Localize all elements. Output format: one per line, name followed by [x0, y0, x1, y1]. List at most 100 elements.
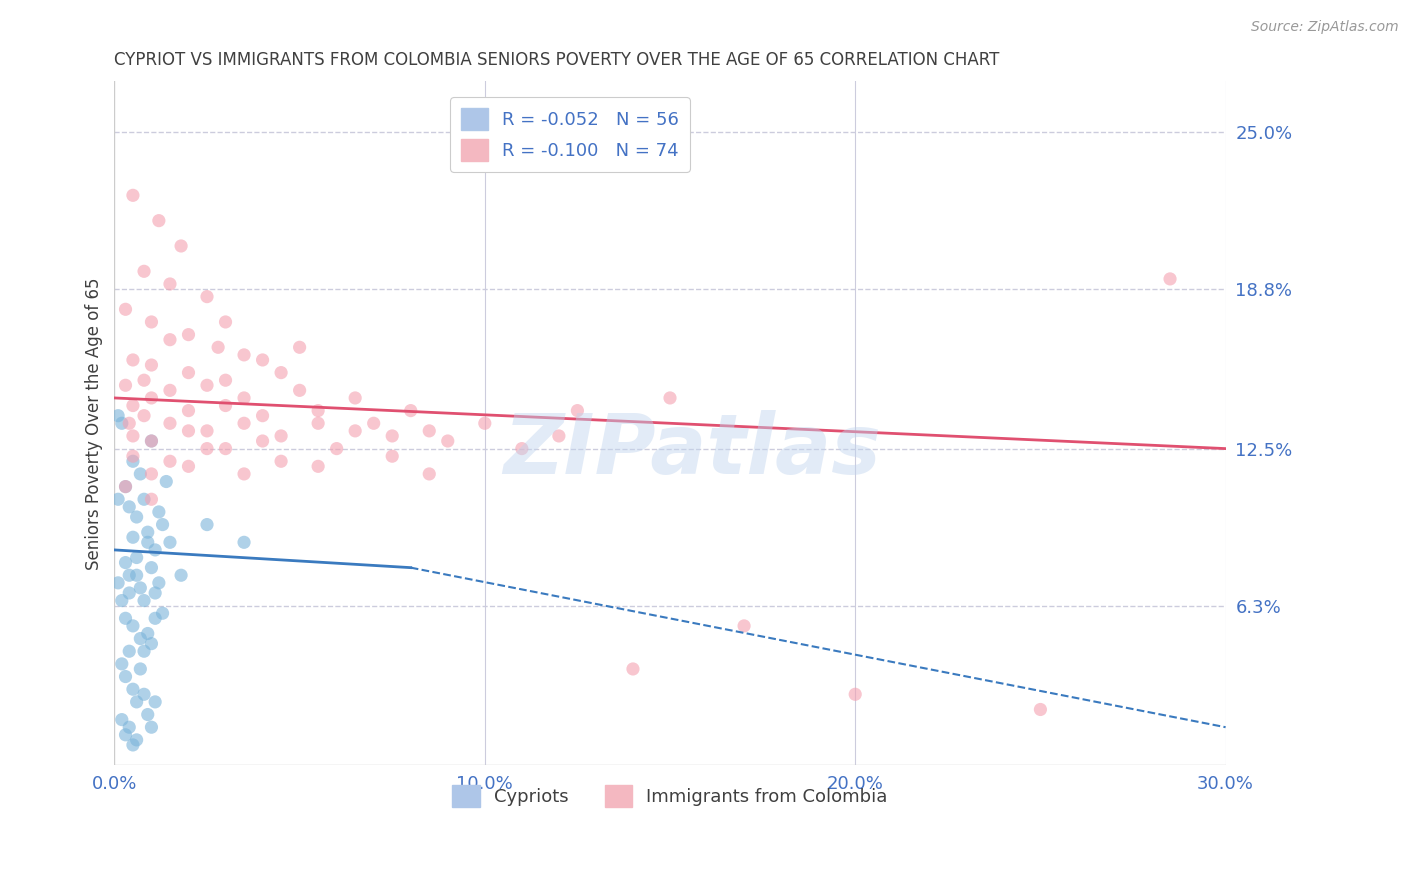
Point	[125, 568, 148, 582]
Point	[733, 619, 755, 633]
Point	[307, 417, 329, 431]
Point	[122, 454, 145, 468]
Text: ZIPatlas: ZIPatlas	[503, 410, 882, 491]
Point	[111, 713, 134, 727]
Point	[195, 424, 218, 438]
Point	[118, 500, 141, 514]
Point	[155, 475, 177, 489]
Point	[159, 417, 181, 431]
Point	[132, 687, 155, 701]
Point	[195, 290, 218, 304]
Point	[233, 467, 256, 481]
Point	[136, 707, 159, 722]
Point	[125, 695, 148, 709]
Point	[170, 568, 193, 582]
Point	[111, 657, 134, 671]
Text: Source: ZipAtlas.com: Source: ZipAtlas.com	[1251, 20, 1399, 34]
Point	[270, 366, 292, 380]
Point	[252, 353, 274, 368]
Point	[152, 517, 174, 532]
Point	[129, 632, 152, 646]
Point	[129, 467, 152, 481]
Point	[195, 378, 218, 392]
Point	[122, 353, 145, 368]
Point	[141, 434, 163, 448]
Point	[114, 480, 136, 494]
Point	[288, 340, 311, 354]
Point	[288, 384, 311, 398]
Point	[122, 429, 145, 443]
Point	[621, 662, 644, 676]
Point	[143, 586, 166, 600]
Point	[118, 586, 141, 600]
Point	[114, 378, 136, 392]
Point	[214, 399, 236, 413]
Point	[118, 720, 141, 734]
Point	[132, 644, 155, 658]
Y-axis label: Seniors Poverty Over the Age of 65: Seniors Poverty Over the Age of 65	[86, 277, 103, 569]
Point	[132, 409, 155, 423]
Point	[418, 467, 440, 481]
Point	[1159, 272, 1181, 286]
Point	[136, 525, 159, 540]
Point	[122, 530, 145, 544]
Point	[567, 403, 589, 417]
Point	[141, 315, 163, 329]
Point	[148, 575, 170, 590]
Point	[118, 417, 141, 431]
Point	[252, 409, 274, 423]
Point	[177, 366, 200, 380]
Point	[252, 434, 274, 448]
Point	[111, 417, 134, 431]
Point	[136, 535, 159, 549]
Point	[177, 327, 200, 342]
Point	[141, 391, 163, 405]
Point	[132, 373, 155, 387]
Point	[381, 429, 404, 443]
Point	[399, 403, 422, 417]
Point	[129, 662, 152, 676]
Point	[148, 505, 170, 519]
Point	[548, 429, 571, 443]
Point	[114, 611, 136, 625]
Point	[195, 442, 218, 456]
Point	[159, 333, 181, 347]
Point	[141, 467, 163, 481]
Point	[114, 302, 136, 317]
Point	[436, 434, 458, 448]
Point	[141, 720, 163, 734]
Point	[381, 449, 404, 463]
Point	[233, 391, 256, 405]
Point	[114, 480, 136, 494]
Point	[141, 492, 163, 507]
Point	[125, 550, 148, 565]
Point	[136, 626, 159, 640]
Point	[111, 593, 134, 607]
Point	[114, 728, 136, 742]
Point	[307, 403, 329, 417]
Point	[1029, 702, 1052, 716]
Point	[143, 695, 166, 709]
Point	[107, 492, 129, 507]
Point	[214, 373, 236, 387]
Point	[125, 510, 148, 524]
Point	[122, 188, 145, 202]
Point	[844, 687, 866, 701]
Point	[107, 409, 129, 423]
Point	[510, 442, 533, 456]
Point	[214, 442, 236, 456]
Point	[152, 606, 174, 620]
Point	[132, 492, 155, 507]
Point	[344, 391, 367, 405]
Point	[233, 417, 256, 431]
Point	[122, 619, 145, 633]
Point	[143, 611, 166, 625]
Point	[270, 429, 292, 443]
Point	[122, 738, 145, 752]
Point	[114, 669, 136, 683]
Point	[132, 264, 155, 278]
Point	[141, 637, 163, 651]
Point	[307, 459, 329, 474]
Point	[148, 213, 170, 227]
Point	[214, 315, 236, 329]
